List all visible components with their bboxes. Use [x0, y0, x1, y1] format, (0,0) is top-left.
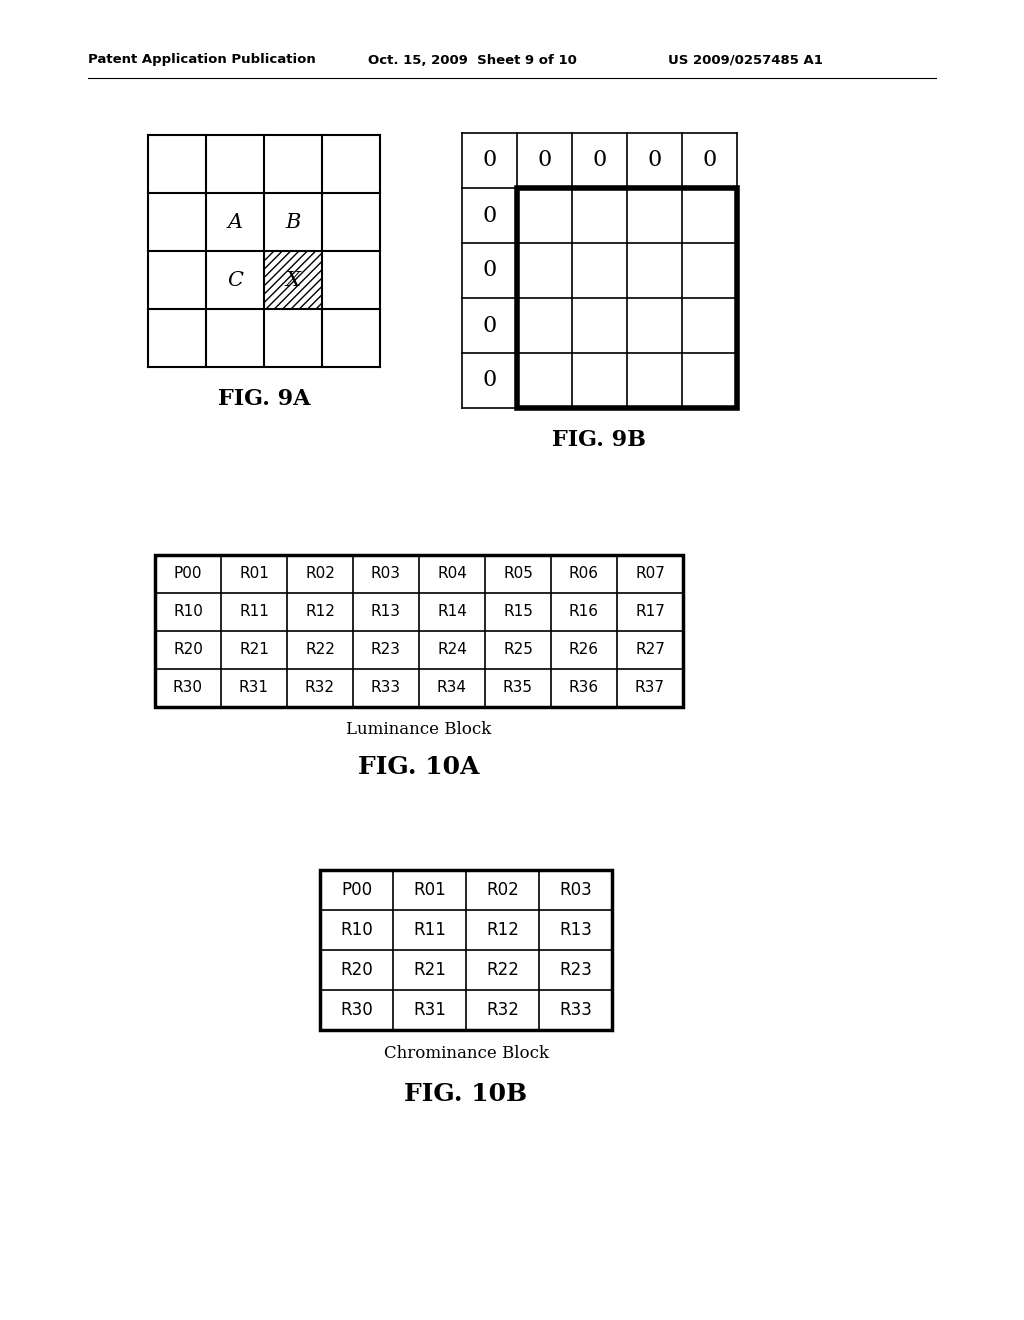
Text: FIG. 9A: FIG. 9A — [218, 388, 310, 411]
Text: R02: R02 — [305, 566, 335, 582]
Text: US 2009/0257485 A1: US 2009/0257485 A1 — [668, 54, 823, 66]
Text: R20: R20 — [173, 643, 203, 657]
Text: 0: 0 — [592, 149, 606, 172]
Text: 0: 0 — [482, 314, 497, 337]
Text: R26: R26 — [569, 643, 599, 657]
Text: R33: R33 — [559, 1001, 592, 1019]
Text: R03: R03 — [559, 880, 592, 899]
Text: P00: P00 — [341, 880, 372, 899]
Text: Chrominance Block: Chrominance Block — [384, 1045, 549, 1063]
Text: R30: R30 — [340, 1001, 373, 1019]
Text: R01: R01 — [413, 880, 445, 899]
Text: R07: R07 — [635, 566, 665, 582]
Text: R30: R30 — [173, 681, 203, 696]
Text: R11: R11 — [413, 921, 445, 939]
Text: P00: P00 — [174, 566, 203, 582]
Text: 0: 0 — [482, 370, 497, 392]
Text: R25: R25 — [503, 643, 532, 657]
Text: B: B — [286, 213, 301, 231]
Text: R33: R33 — [371, 681, 401, 696]
Text: 0: 0 — [482, 260, 497, 281]
Text: Oct. 15, 2009  Sheet 9 of 10: Oct. 15, 2009 Sheet 9 of 10 — [368, 54, 577, 66]
Text: Patent Application Publication: Patent Application Publication — [88, 54, 315, 66]
Bar — [319, 870, 612, 1030]
Text: R14: R14 — [437, 605, 467, 619]
Text: R21: R21 — [413, 961, 445, 979]
Text: R17: R17 — [635, 605, 665, 619]
Text: R32: R32 — [486, 1001, 519, 1019]
Text: X: X — [286, 271, 300, 289]
Text: R24: R24 — [437, 643, 467, 657]
Text: R01: R01 — [239, 566, 269, 582]
Text: R11: R11 — [239, 605, 269, 619]
Text: Luminance Block: Luminance Block — [346, 721, 492, 738]
Bar — [517, 187, 737, 408]
Text: R06: R06 — [569, 566, 599, 582]
Text: R04: R04 — [437, 566, 467, 582]
Text: 0: 0 — [538, 149, 552, 172]
Text: R21: R21 — [239, 643, 269, 657]
Text: 0: 0 — [482, 149, 497, 172]
Text: R03: R03 — [371, 566, 401, 582]
Text: A: A — [227, 213, 243, 231]
Text: R31: R31 — [413, 1001, 445, 1019]
Text: R15: R15 — [503, 605, 532, 619]
Text: R23: R23 — [559, 961, 592, 979]
Text: 0: 0 — [482, 205, 497, 227]
Text: R34: R34 — [437, 681, 467, 696]
Text: R13: R13 — [559, 921, 592, 939]
Text: R12: R12 — [305, 605, 335, 619]
Text: FIG. 10A: FIG. 10A — [358, 755, 480, 779]
Text: R12: R12 — [486, 921, 519, 939]
Text: R22: R22 — [305, 643, 335, 657]
Text: R27: R27 — [635, 643, 665, 657]
Text: R31: R31 — [239, 681, 269, 696]
Text: R10: R10 — [173, 605, 203, 619]
Text: R10: R10 — [340, 921, 373, 939]
Bar — [264, 251, 322, 309]
Text: R35: R35 — [503, 681, 534, 696]
Text: R32: R32 — [305, 681, 335, 696]
Text: R05: R05 — [503, 566, 532, 582]
Text: C: C — [227, 271, 243, 289]
Text: 0: 0 — [702, 149, 717, 172]
Text: FIG. 10B: FIG. 10B — [404, 1082, 527, 1106]
Text: R36: R36 — [569, 681, 599, 696]
Text: R37: R37 — [635, 681, 665, 696]
Text: R16: R16 — [569, 605, 599, 619]
Text: R23: R23 — [371, 643, 401, 657]
Text: 0: 0 — [647, 149, 662, 172]
Text: R02: R02 — [486, 880, 519, 899]
Text: R13: R13 — [371, 605, 401, 619]
Text: R20: R20 — [340, 961, 373, 979]
Bar — [155, 554, 683, 708]
Text: FIG. 9B: FIG. 9B — [553, 429, 646, 451]
Text: R22: R22 — [486, 961, 519, 979]
